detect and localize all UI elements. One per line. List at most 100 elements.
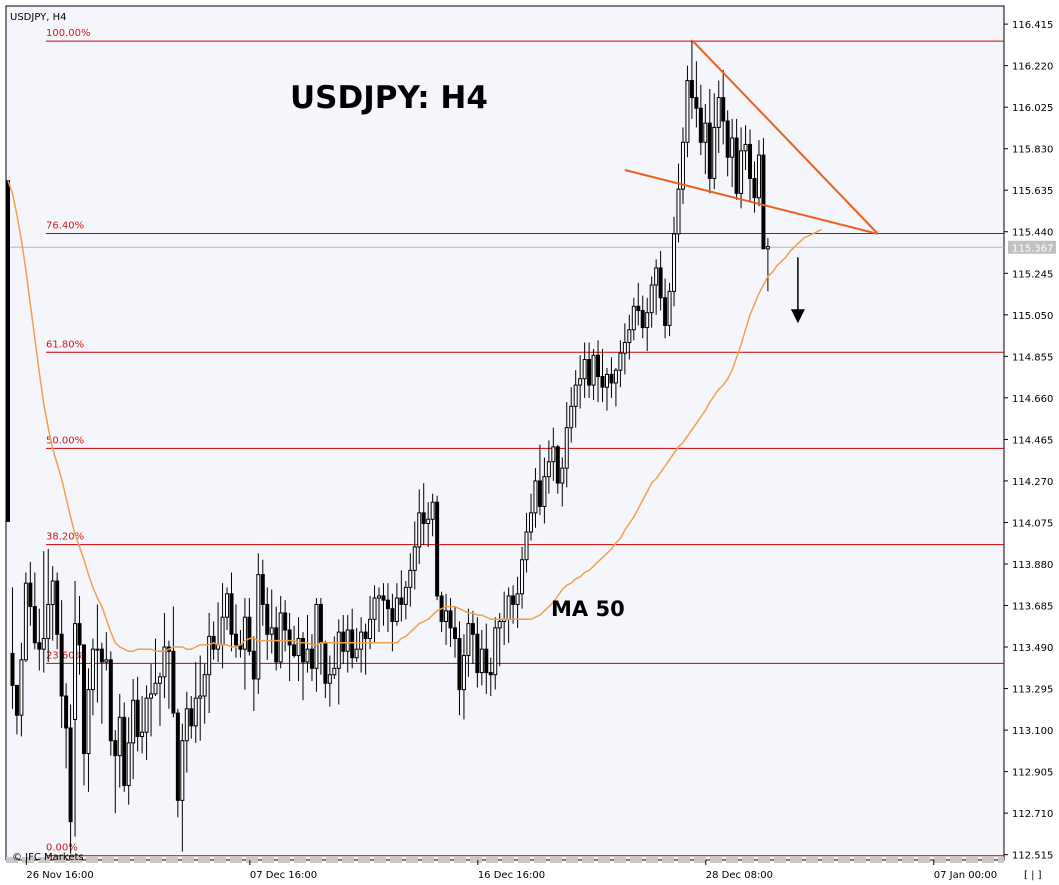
candle-body	[247, 616, 252, 652]
time-tick-label: 07 Jan 00:00	[934, 870, 997, 881]
candle-body	[260, 574, 265, 605]
price-tick-label: 113.295	[1012, 685, 1053, 696]
candle-body	[569, 405, 574, 429]
candle-body	[390, 608, 395, 622]
candle-body	[578, 378, 583, 386]
candle-body	[385, 599, 390, 610]
candle-body	[220, 616, 225, 646]
candle-body	[743, 143, 748, 152]
candle-body	[511, 595, 516, 605]
candle-body	[14, 684, 19, 716]
candle-body	[542, 476, 547, 507]
current-price-label: 115.367	[1012, 243, 1053, 254]
candle-body	[461, 655, 466, 691]
candle-body	[242, 616, 247, 650]
candle-body	[739, 150, 744, 194]
candle-body	[506, 595, 511, 620]
candle-body	[689, 80, 694, 99]
candle-body	[113, 740, 118, 757]
candle-body	[64, 695, 69, 729]
candle-body	[10, 652, 15, 686]
candle-body	[225, 593, 230, 618]
price-tick-label: 115.440	[1012, 228, 1053, 239]
candle-body	[90, 648, 95, 691]
candle-body	[426, 518, 431, 525]
time-tick-label: 16 Dec 16:00	[478, 870, 545, 881]
candle-body	[408, 569, 413, 588]
candle-body	[207, 635, 212, 676]
arrow-head	[790, 309, 805, 324]
candle-body	[573, 384, 578, 407]
candle-body	[327, 674, 332, 684]
upper-trend-line	[691, 39, 879, 235]
candle-body	[131, 699, 136, 744]
candle-body	[318, 603, 323, 644]
candle-body	[453, 627, 457, 640]
candle-body	[184, 708, 189, 742]
price-tick-label: 113.100	[1012, 726, 1053, 737]
candle-body	[81, 644, 86, 755]
candle-body	[73, 623, 78, 720]
candle-body	[475, 633, 480, 674]
candle-body	[560, 467, 565, 484]
watermark: © IFC Markets	[12, 852, 84, 863]
candle-body	[551, 446, 556, 463]
candle-body	[698, 107, 703, 143]
price-tick-label: 112.515	[1012, 851, 1053, 862]
candle-body	[761, 154, 766, 250]
price-tick-label: 114.270	[1012, 477, 1053, 488]
candle-body	[86, 689, 91, 755]
candle-body	[144, 697, 149, 733]
fibonacci-levels: 100.00% 76.40% 61.80% 50.00% 38.20% 23.60% 0.0…	[46, 28, 1004, 857]
candle-body	[555, 446, 560, 484]
candle-body	[730, 137, 735, 158]
current-price-box	[1008, 240, 1056, 254]
candle-body	[23, 582, 28, 661]
price-tick-label: 113.880	[1012, 560, 1053, 571]
scroll-marker[interactable]: [ | ]	[1024, 870, 1042, 881]
candle-body	[193, 697, 198, 727]
price-tick-label: 115.830	[1012, 145, 1053, 156]
candle-body	[99, 648, 104, 663]
candle-body	[50, 580, 55, 605]
candle-body	[350, 629, 355, 659]
candle-body	[435, 501, 440, 597]
candle-body	[278, 612, 283, 663]
candle-body	[725, 120, 730, 158]
candle-body	[680, 141, 685, 190]
candle-body	[345, 629, 350, 652]
candle-body	[417, 512, 422, 548]
candle-body	[394, 597, 399, 622]
candle-body	[748, 143, 753, 180]
price-tick-label: 113.685	[1012, 602, 1053, 613]
candle-body	[658, 267, 663, 299]
candle-body	[672, 233, 677, 292]
candle-body	[274, 627, 279, 663]
ma-series	[7, 180, 822, 653]
candle-body	[712, 126, 717, 180]
candle-body	[403, 586, 408, 605]
candle-body	[618, 352, 623, 371]
candle-body	[399, 597, 404, 605]
candle-body	[265, 603, 270, 635]
candle-body	[283, 612, 288, 631]
candle-body	[301, 638, 306, 663]
candle-body	[77, 623, 82, 646]
candle-body	[68, 727, 73, 823]
candle-body	[645, 312, 650, 329]
candle-body	[292, 644, 297, 657]
price-tick-label: 112.905	[1012, 768, 1053, 779]
candle-body	[676, 188, 681, 235]
candle-body	[6, 180, 10, 522]
candle-body	[368, 618, 373, 640]
candle-body	[46, 603, 51, 640]
candle-body	[765, 246, 770, 250]
candle-body	[582, 359, 587, 380]
candle-body	[126, 742, 131, 786]
plot-background	[5, 5, 1005, 861]
candle-body	[336, 631, 341, 669]
candle-body	[296, 638, 301, 657]
candle-body	[309, 648, 314, 669]
price-tick-label: 114.855	[1012, 352, 1053, 363]
fib-level-label: 0.00%	[46, 843, 78, 854]
